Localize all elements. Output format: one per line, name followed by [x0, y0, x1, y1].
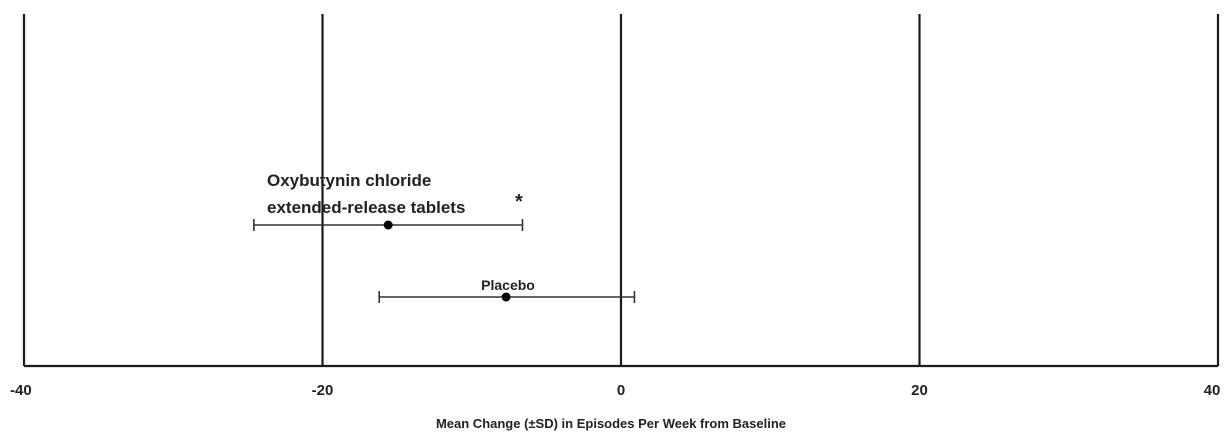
series-label-line-2: extended-release tablets	[267, 198, 465, 217]
x-tick-label: -20	[312, 382, 334, 399]
x-tick-label: 20	[911, 382, 928, 399]
series-label-line-1: Oxybutynin chloride	[267, 171, 431, 190]
gridlines	[22, 14, 1220, 366]
x-tick-label: -40	[10, 382, 32, 399]
x-tick-label: 0	[617, 382, 625, 399]
significance-asterisk: *	[515, 191, 523, 213]
mean-point	[383, 220, 393, 230]
x-axis-title: Mean Change (±SD) in Episodes Per Week f…	[436, 416, 786, 431]
mean-point	[501, 292, 511, 302]
series-placebo: Placebo	[378, 277, 636, 303]
series-oxybutynin: Oxybutynin chloride extended-release tabl…	[253, 171, 524, 231]
series-label: Placebo	[481, 277, 535, 293]
x-tick-labels: -40 -20 0 20 40	[10, 382, 1220, 399]
data-marks: Oxybutynin chloride extended-release tabl…	[253, 171, 636, 303]
x-tick-label: 40	[1204, 382, 1221, 399]
